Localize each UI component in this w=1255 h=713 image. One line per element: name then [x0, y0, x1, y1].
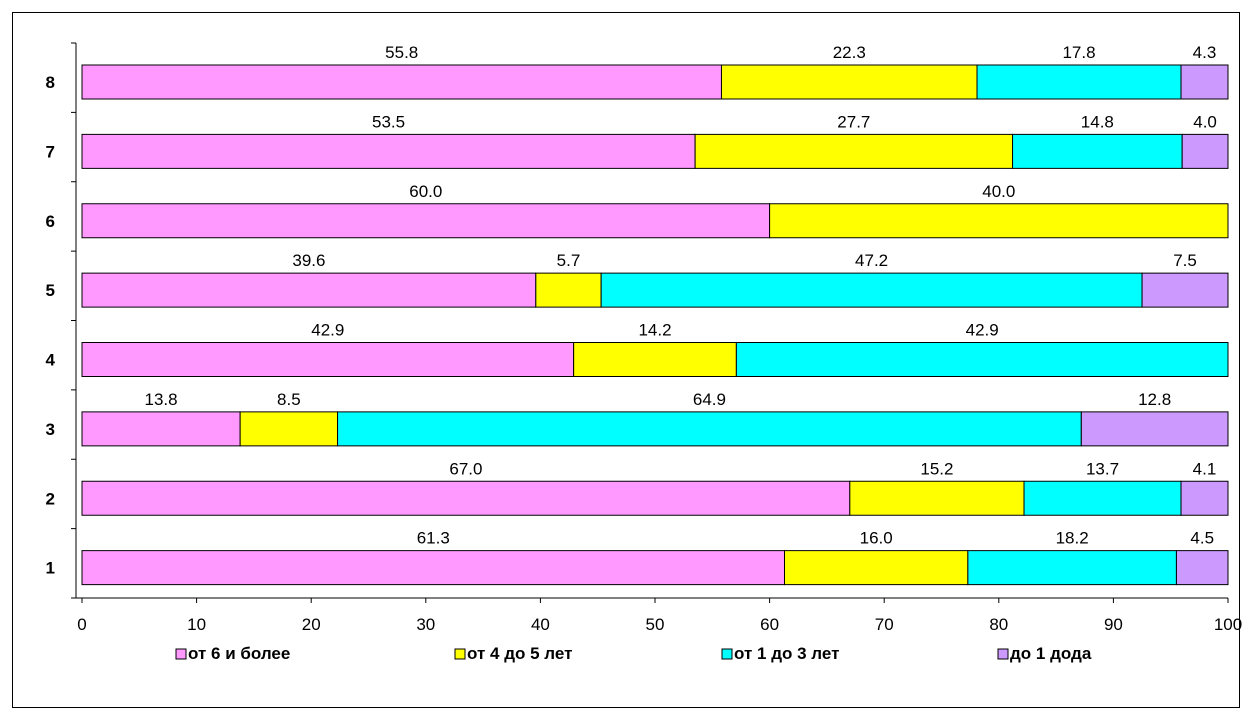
data-label: 42.9: [966, 321, 999, 340]
data-label: 42.9: [311, 321, 344, 340]
data-label: 47.2: [855, 251, 888, 270]
category-label: 4: [46, 351, 56, 370]
bar-segment: [1023, 480, 1182, 516]
data-label: 13.8: [145, 390, 178, 409]
bar-segment: [1181, 133, 1229, 169]
legend-label: от 6 и более: [188, 644, 290, 663]
data-label: 8.5: [277, 390, 301, 409]
data-label: 5.7: [557, 251, 581, 270]
x-tick-label: 60: [760, 615, 779, 634]
bar-segment: [573, 342, 737, 377]
bar-segment: [1012, 133, 1183, 169]
bar-segment: [81, 550, 785, 586]
bar-segment: [81, 272, 537, 308]
x-tick-label: 80: [989, 615, 1008, 634]
legend-label: от 1 до 3 лет: [734, 644, 839, 663]
bar-segment: [81, 411, 241, 447]
data-label: 4.1: [1193, 459, 1217, 478]
bar-segment: [535, 272, 602, 308]
data-label: 18.2: [1056, 529, 1089, 548]
data-label: 39.6: [292, 251, 325, 270]
x-tick-label: 70: [875, 615, 894, 634]
legend-swatch: [721, 648, 733, 660]
bar-segment: [81, 64, 722, 100]
legend-swatch: [175, 648, 187, 660]
data-label: 53.5: [372, 112, 405, 131]
category-label: 2: [46, 489, 55, 508]
data-label: 14.2: [638, 321, 671, 340]
data-label: 7.5: [1173, 251, 1197, 270]
data-label: 64.9: [693, 390, 726, 409]
bar-segment: [81, 480, 851, 516]
data-label: 67.0: [449, 459, 482, 478]
bar-segment: [1080, 411, 1229, 447]
data-label: 22.3: [833, 43, 866, 62]
data-label: 4.5: [1190, 529, 1214, 548]
data-label: 4.0: [1193, 112, 1217, 131]
x-tick-label: 50: [646, 615, 665, 634]
category-label: 5: [46, 281, 55, 300]
bar-segment: [1141, 272, 1229, 308]
data-label: 27.7: [837, 112, 870, 131]
x-tick-label: 90: [1104, 615, 1123, 634]
data-label: 12.8: [1138, 390, 1171, 409]
bar-segment: [239, 411, 339, 447]
x-tick-label: 20: [302, 615, 321, 634]
data-label: 15.2: [920, 459, 953, 478]
legend-swatch: [997, 648, 1009, 660]
category-label: 8: [46, 73, 55, 92]
data-label: 17.8: [1062, 43, 1095, 62]
bar-segment: [81, 203, 771, 239]
legend-label: от 4 до 5 лет: [467, 644, 572, 663]
x-tick-label: 10: [187, 615, 206, 634]
bar-segment: [337, 411, 1082, 447]
bar-segment: [694, 133, 1014, 169]
bar-segment: [769, 203, 1229, 239]
data-label: 60.0: [409, 182, 442, 201]
category-label: 3: [46, 420, 55, 439]
x-tick-label: 0: [77, 615, 86, 634]
category-label: 7: [46, 142, 55, 161]
data-label: 61.3: [417, 529, 450, 548]
data-label: 4.3: [1193, 43, 1217, 62]
legend-swatch: [454, 648, 466, 660]
bar-segment: [81, 342, 575, 377]
category-label: 1: [46, 559, 55, 578]
bar-segment: [1180, 480, 1229, 516]
legend-label: до 1 дода: [1010, 644, 1092, 663]
bar-segment: [976, 64, 1182, 100]
bar-segment: [1175, 550, 1229, 586]
category-label: 6: [46, 212, 55, 231]
bar-segment: [81, 133, 696, 169]
data-label: 40.0: [982, 182, 1015, 201]
bar-segment: [720, 64, 978, 100]
bar-segment: [849, 480, 1025, 516]
data-label: 14.8: [1081, 112, 1114, 131]
x-tick-label: 100: [1214, 615, 1242, 634]
x-tick-label: 30: [416, 615, 435, 634]
bar-segment: [1180, 64, 1229, 100]
bar-segment: [967, 550, 1177, 586]
data-label: 16.0: [860, 529, 893, 548]
data-label: 55.8: [385, 43, 418, 62]
data-label: 13.7: [1086, 459, 1119, 478]
x-tick-label: 40: [531, 615, 550, 634]
bar-segment: [783, 550, 969, 586]
bar-segment: [735, 342, 1229, 377]
bar-segment: [600, 272, 1143, 308]
